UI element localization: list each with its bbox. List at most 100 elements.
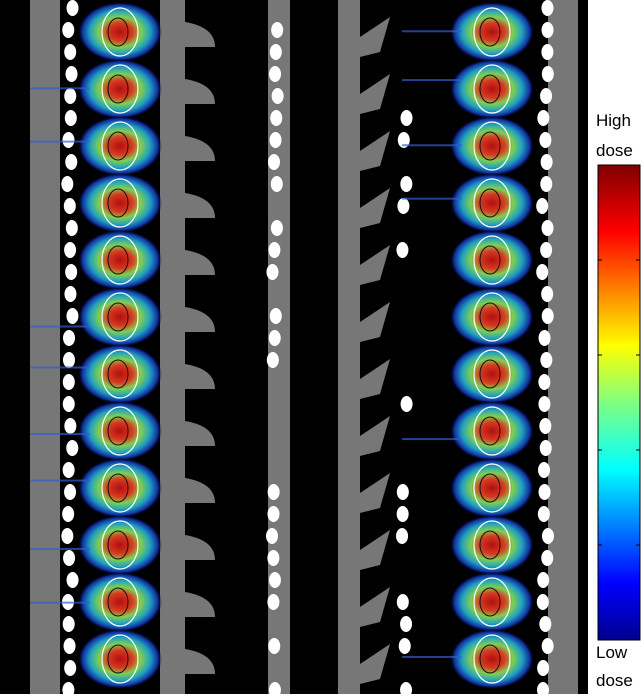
bright-spot [62, 132, 74, 148]
bright-spot [397, 506, 409, 522]
dose-region [450, 287, 534, 347]
bright-spot [66, 308, 78, 324]
dose-region [78, 629, 162, 689]
bright-spot [541, 154, 553, 170]
bright-spot [64, 44, 76, 60]
bright-spot [269, 572, 281, 588]
bright-spot [65, 110, 77, 126]
bright-spot [271, 220, 283, 236]
dose-region [78, 458, 162, 518]
bright-spot [67, 572, 79, 588]
bright-spot [537, 572, 549, 588]
bright-spot [64, 198, 76, 214]
dose-region [450, 173, 534, 233]
dose-streak [402, 656, 462, 658]
tissue-band [268, 0, 290, 694]
dose-streak [402, 30, 462, 32]
dose-region [78, 344, 162, 404]
dose-region [78, 59, 162, 119]
bright-spot [540, 352, 552, 368]
bright-spot [267, 506, 279, 522]
bright-spot [541, 0, 553, 16]
bright-spot [64, 484, 76, 500]
dose-streak [30, 366, 90, 368]
bright-spot [61, 176, 73, 192]
dose-streak [30, 602, 90, 604]
bright-spot [542, 528, 554, 544]
bright-spot [540, 242, 552, 258]
bright-spot [542, 66, 554, 82]
bright-spot [62, 22, 74, 38]
bright-spot [541, 550, 553, 566]
bright-spot [267, 594, 279, 610]
bright-spot [397, 594, 409, 610]
bright-spot [64, 286, 76, 302]
bright-spot [540, 176, 552, 192]
bright-spot [538, 462, 550, 478]
dose-streak [30, 480, 90, 482]
bright-spot [400, 616, 412, 632]
dose-region [78, 287, 162, 347]
bright-spot [270, 44, 282, 60]
tissue-band [548, 0, 578, 694]
dose-region [450, 515, 534, 575]
dose-region [450, 458, 534, 518]
dose-region [450, 629, 534, 689]
bright-spot [266, 528, 278, 544]
bright-spot [270, 110, 282, 126]
dose-streak [30, 87, 90, 89]
dose-region [78, 116, 162, 176]
bright-spot [538, 396, 550, 412]
bright-spot [539, 616, 551, 632]
bright-spot [400, 176, 412, 192]
bright-spot [268, 638, 280, 654]
bright-spot [65, 264, 77, 280]
bright-spot [537, 660, 549, 676]
tissue-band [160, 0, 185, 694]
bright-spot [537, 110, 549, 126]
bright-spot [397, 484, 409, 500]
dose-streak [402, 79, 462, 81]
bright-spot [542, 638, 554, 654]
bright-spot [396, 528, 408, 544]
bright-spot [63, 352, 75, 368]
bright-spot [401, 110, 413, 126]
dose-streak [30, 548, 90, 550]
dose-streak [402, 144, 462, 146]
bright-spot [267, 550, 279, 566]
colorbar-bottom-label: dose [596, 671, 633, 690]
bright-spot [64, 660, 76, 676]
bright-spot [542, 22, 554, 38]
bright-spot [536, 264, 548, 280]
bright-spot [268, 154, 280, 170]
dose-region [450, 2, 534, 62]
dose-region [450, 116, 534, 176]
bright-spot [396, 242, 408, 258]
bright-spot [64, 638, 76, 654]
dose-streak [402, 438, 462, 440]
dose-region [450, 230, 534, 290]
bright-spot [541, 286, 553, 302]
bright-spot [539, 330, 551, 346]
bright-spot [63, 550, 75, 566]
bright-spot [399, 638, 411, 654]
bright-spot [540, 440, 552, 456]
tissue-band [338, 0, 360, 694]
bright-spot [64, 418, 76, 434]
bright-spot [539, 132, 551, 148]
bright-spot [536, 198, 548, 214]
dose-region [78, 2, 162, 62]
colorbar [598, 165, 640, 640]
bright-spot [66, 66, 78, 82]
dose-streak [402, 198, 462, 200]
dose-region [450, 59, 534, 119]
bright-spot [63, 396, 75, 412]
bright-spot [63, 616, 75, 632]
dose-streak [30, 326, 90, 328]
dose-region [450, 572, 534, 632]
bright-spot [272, 88, 284, 104]
bright-spot [271, 22, 283, 38]
colorbar-top-label: dose [596, 141, 633, 160]
bright-spot [67, 0, 79, 16]
bright-spot [65, 154, 77, 170]
